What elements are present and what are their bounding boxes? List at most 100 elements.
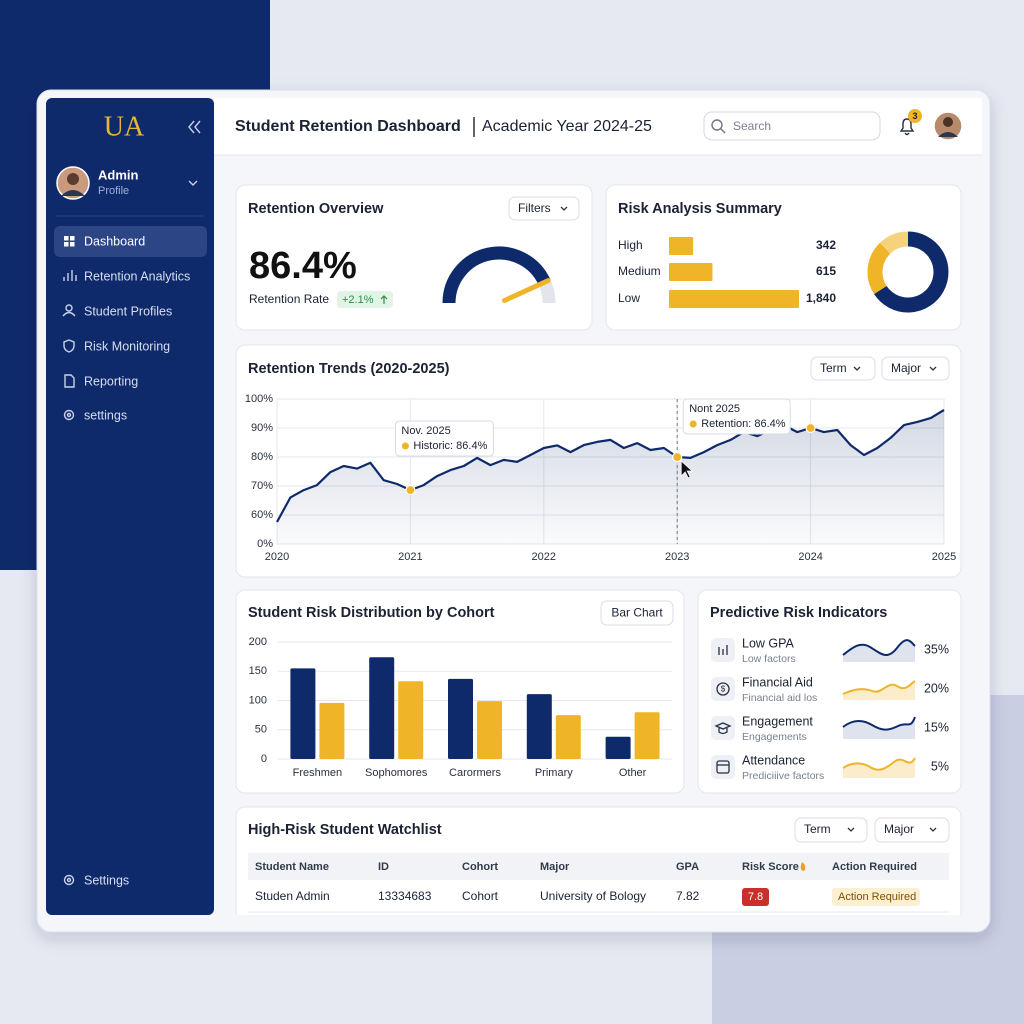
trend-chart: 0% 60% 70% 80% 90% 100% 2020 2021 2022 2023 2024 20… [245, 393, 956, 563]
indicator-label: Low GPA [742, 636, 795, 650]
trend-line [276, 409, 945, 523]
collapse-button[interactable] [188, 120, 201, 134]
x-tick-label: Sophomores [365, 767, 428, 779]
nav-item[interactable]: Student Profiles [84, 304, 172, 318]
search-icon [711, 119, 723, 131]
y-tick-label: 70% [251, 480, 273, 492]
button-label: Term [804, 822, 831, 836]
avatar-body [938, 132, 958, 137]
notification-badge [908, 109, 922, 123]
indicator-value: 20% [924, 681, 949, 695]
user-role: Profile [98, 185, 129, 197]
watchlist-table: Student Name ID Cohort Major GPA Risk Score Ac… [255, 861, 920, 906]
y-tick-label: 200 [249, 636, 267, 648]
y-tick-label: 150 [249, 665, 267, 677]
term-filter[interactable] [794, 817, 868, 843]
indicator-detail: Low factors [742, 653, 796, 665]
retention-value: 86.4% [249, 245, 357, 287]
x-tick-label: 2020 [265, 551, 289, 563]
indicator-icons: $ [711, 638, 735, 779]
column-header: Major [540, 861, 570, 873]
sparklines [842, 639, 916, 778]
table-header [248, 853, 949, 880]
risk-value: 342 [816, 238, 836, 252]
notification-bell[interactable] [899, 118, 915, 136]
nav-item[interactable]: Reporting [84, 374, 138, 388]
search-box[interactable] [703, 111, 881, 141]
indicator-detail: Prediciiive factors [742, 770, 824, 782]
nav-item[interactable]: Dashboard [84, 234, 145, 248]
button-label: Major [891, 361, 921, 375]
search-icon [720, 128, 726, 134]
bar [290, 668, 316, 759]
action-label: Action Required [838, 891, 916, 903]
column-header: GPA [676, 861, 699, 873]
y-tick-label: 80% [251, 451, 273, 463]
term-filter[interactable] [810, 356, 876, 381]
indicator-label: Attendance [742, 753, 805, 767]
risk-label: Low [618, 291, 640, 305]
page-title: Student Retention Dashboard [235, 118, 461, 135]
nav-active[interactable] [54, 226, 207, 257]
avatar-face [67, 173, 79, 185]
tooltip-dot [401, 442, 409, 450]
user-menu-toggle[interactable] [188, 180, 198, 186]
nav-item[interactable]: Retention Analytics [84, 269, 190, 283]
highlight-point [805, 422, 816, 434]
table-cell: Studen Admin [255, 889, 330, 903]
risk-score-pill [742, 888, 769, 906]
button-label: Term [820, 361, 847, 375]
nav-item[interactable]: settings [84, 408, 127, 422]
svg-text:$: $ [721, 685, 726, 694]
nav-item[interactable]: Settings [84, 873, 129, 887]
card-title: Risk Analysis Summary [618, 201, 782, 217]
card-title: Retention Trends (2020-2025) [248, 361, 450, 377]
risk-label: High [618, 238, 643, 252]
flame-icon [800, 862, 806, 871]
y-tick-label: 60% [251, 509, 273, 521]
nav-item[interactable]: Risk Monitoring [84, 339, 170, 353]
x-tick-label: 2025 [932, 551, 956, 563]
gauge-needle [501, 278, 551, 304]
notification-count: 3 [912, 111, 917, 121]
table-cell: Cohort [462, 889, 499, 903]
x-tick-label: Freshmen [293, 767, 343, 779]
card-title: Student Risk Distribution by Cohort [248, 605, 495, 621]
chart-type-button[interactable] [600, 600, 674, 626]
y-tick-label: 0 [261, 753, 267, 765]
bar [555, 715, 581, 759]
column-header: Action Required [832, 861, 917, 873]
card-title: Retention Overview [248, 201, 384, 217]
risk-score: 7.8 [748, 891, 763, 903]
filters-button[interactable] [508, 196, 580, 221]
tooltip [394, 420, 494, 457]
dropdown-icon [929, 366, 937, 371]
user-name: Admin [98, 167, 139, 182]
major-filter[interactable] [881, 356, 950, 381]
nav-icons [62, 236, 77, 886]
column-header: Cohort [462, 861, 498, 873]
y-tick-label: 50 [255, 724, 267, 736]
indicator-label: Engagement [742, 714, 813, 728]
tooltip-dot [689, 420, 697, 428]
x-tick-label: 2022 [532, 551, 556, 563]
risk-bar [669, 237, 694, 255]
change-arrow [380, 295, 388, 304]
tooltip-text: Historic: 86.4% [413, 440, 487, 452]
button-label: Filters [518, 201, 551, 215]
x-tick-label: Other [619, 767, 647, 779]
bar [448, 678, 473, 759]
major-filter[interactable] [874, 817, 950, 843]
change-pill [337, 291, 393, 308]
x-tick-label: Carormers [449, 767, 501, 779]
donut-segment [867, 242, 891, 295]
indicator-list: Low GPA Low factors 35% Financial Aid Financ… [742, 636, 949, 781]
page-subtitle: Academic Year 2024-25 [482, 118, 652, 135]
risk-value: 1,840 [806, 291, 836, 305]
indicator-detail: Engagements [742, 731, 807, 743]
column-header: Risk Score [742, 861, 799, 873]
sidebar [46, 98, 214, 915]
column-header: Student Name [255, 861, 329, 873]
tooltip-text: Retention: 86.4% [701, 418, 786, 430]
